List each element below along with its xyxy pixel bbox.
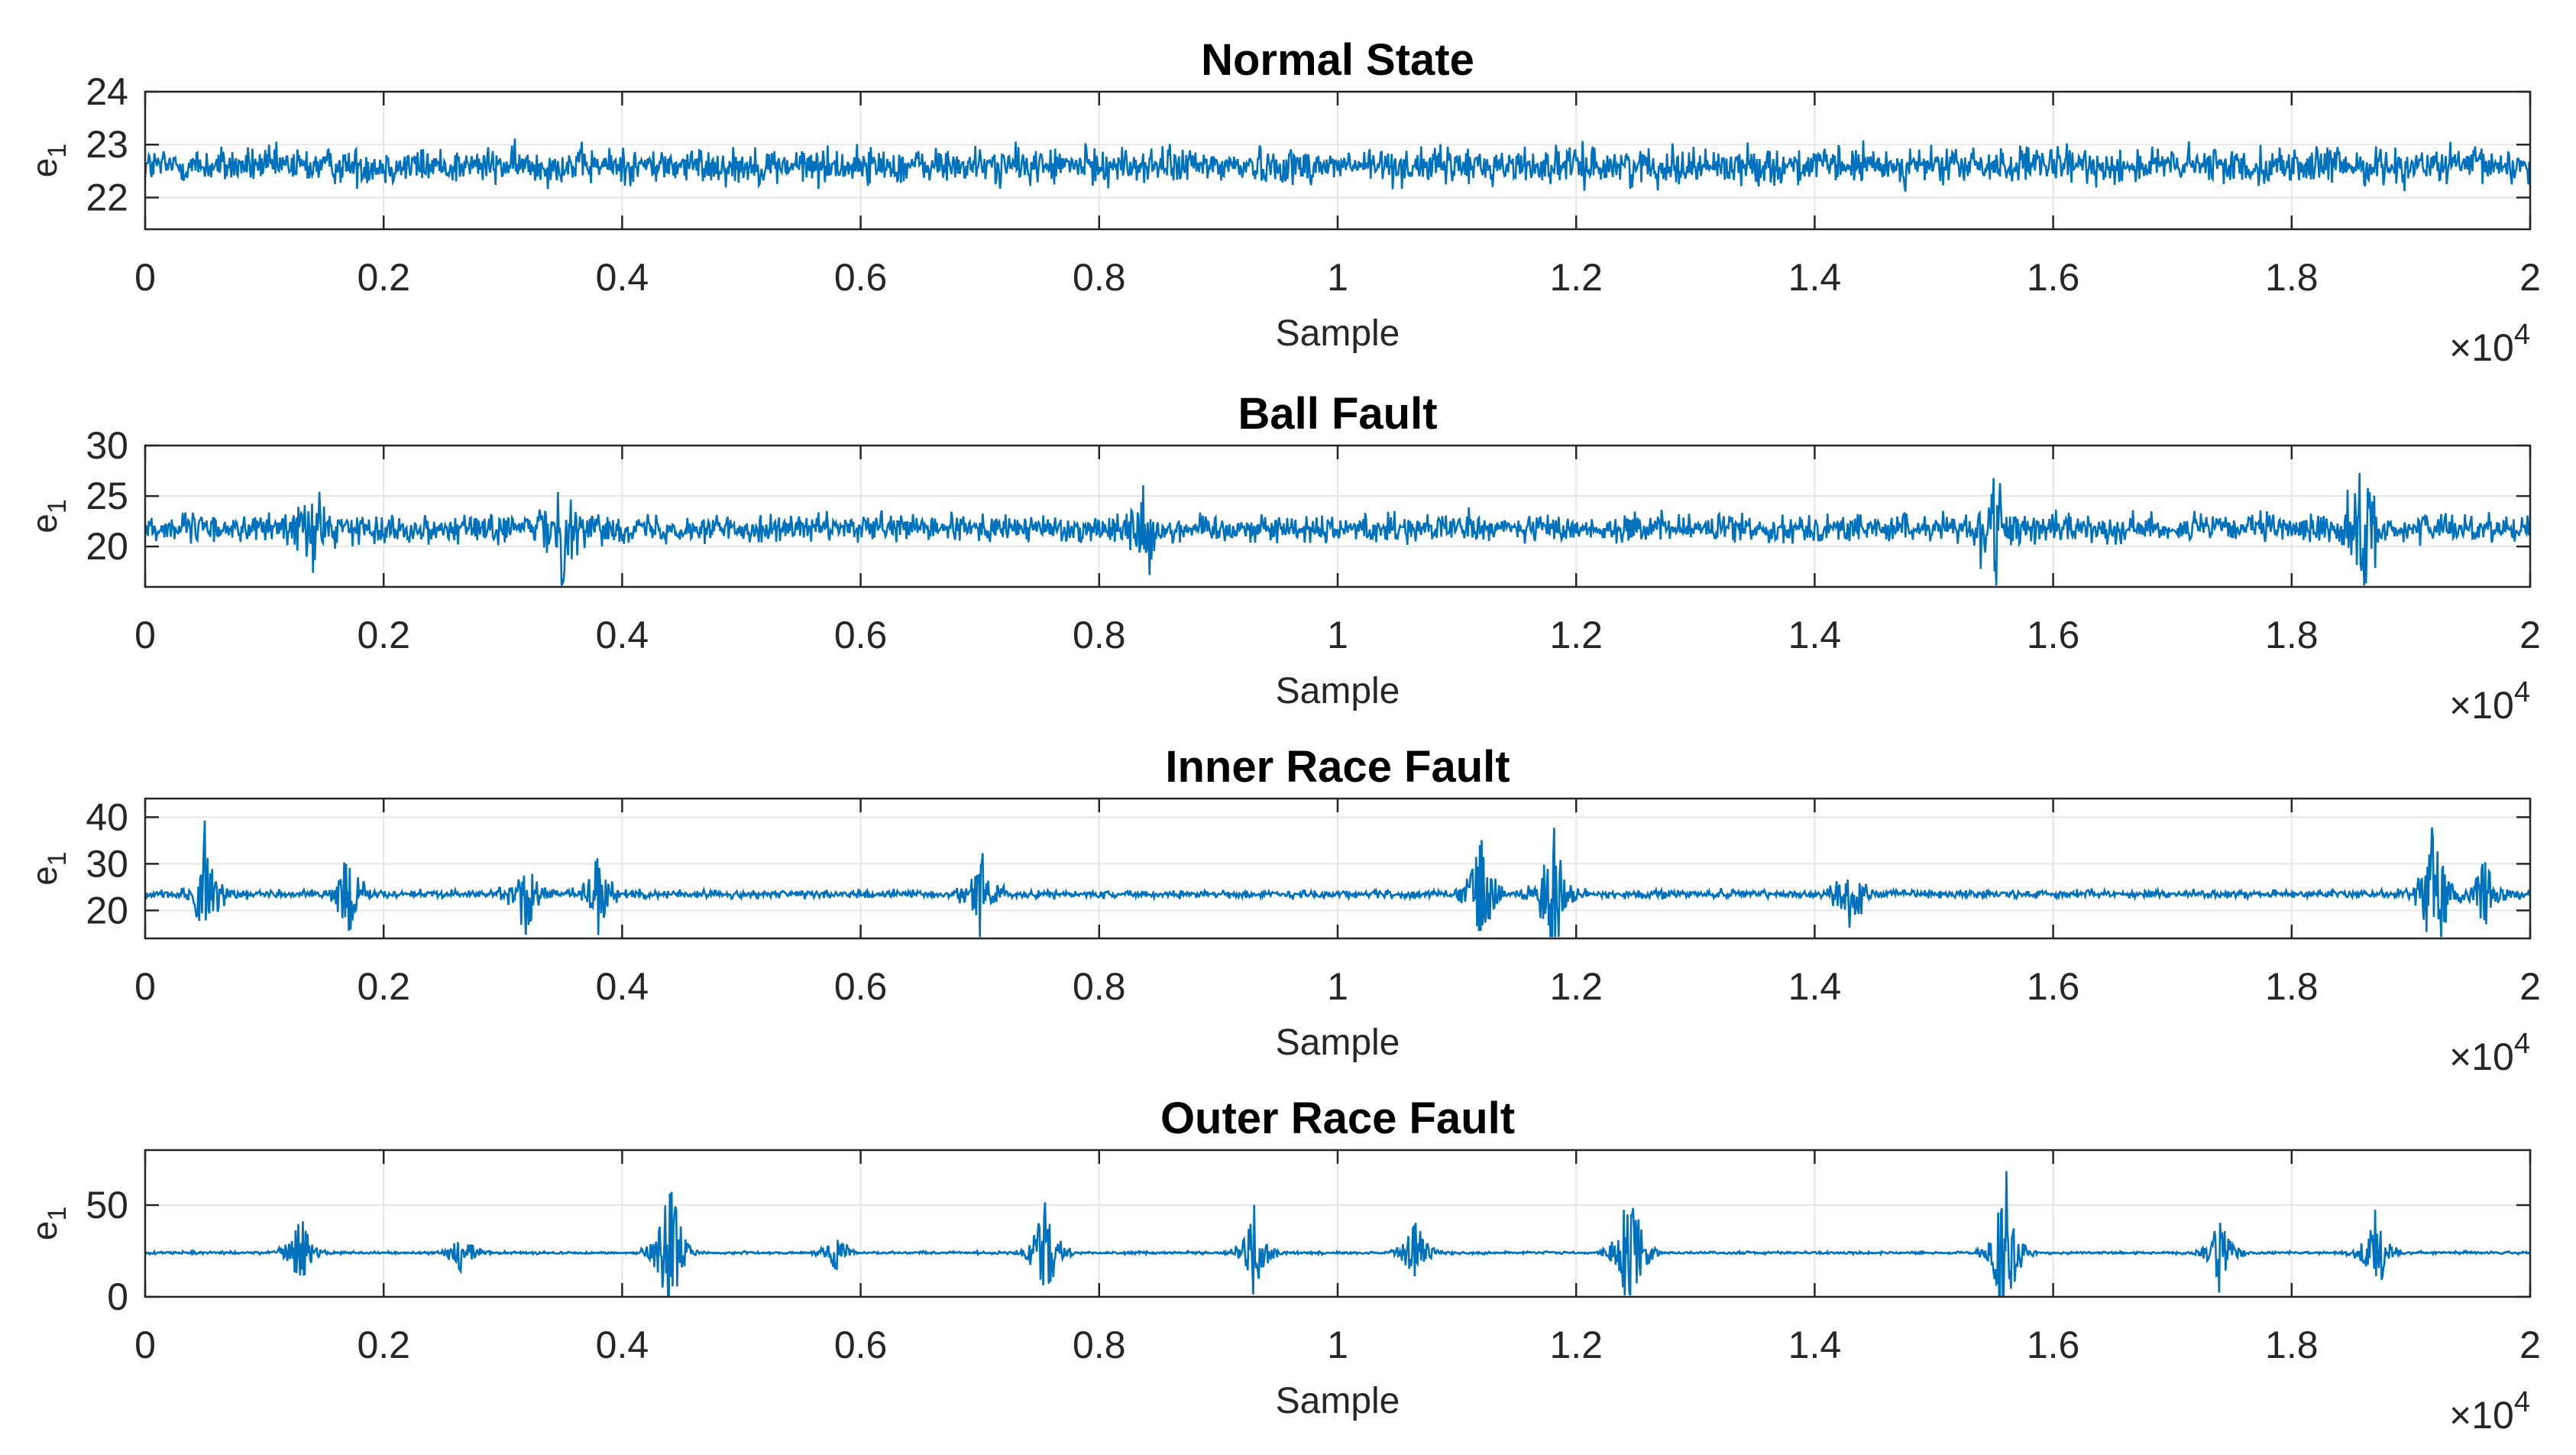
y-tick-label: 30 — [86, 842, 128, 885]
x-axis-multiplier: ×104 — [2449, 676, 2530, 727]
y-axis-label: e1 — [24, 1207, 72, 1241]
chart-title: Outer Race Fault — [1160, 1094, 1515, 1143]
x-tick-label: 0.4 — [596, 256, 649, 299]
x-tick-label: 0 — [134, 965, 156, 1008]
panel-2: 0 0.2 0.4 0.6 0.8 1 1.2 1.4 1.6 1.8 2 20 25 30 Ball Fa… — [24, 389, 2541, 727]
x-tick-label: 1.4 — [1788, 1324, 1842, 1366]
x-tick-label: 1.8 — [2265, 1324, 2319, 1366]
signal-series — [144, 472, 2532, 586]
x-tick-label: 0.8 — [1073, 256, 1126, 299]
x-axis-multiplier: ×104 — [2449, 1028, 2530, 1078]
x-tick-label: 1 — [1327, 614, 1348, 656]
y-tick-label: 24 — [86, 70, 128, 113]
signal-series — [144, 138, 2532, 193]
y-axis-label: e1 — [24, 144, 72, 178]
x-tick-label: 0.4 — [596, 1324, 649, 1366]
chart-title: Inner Race Fault — [1165, 742, 1510, 792]
x-tick-label: 1 — [1327, 1324, 1348, 1366]
x-tick-label: 0.6 — [834, 965, 888, 1008]
x-tick-label: 1.6 — [2027, 256, 2080, 299]
x-axis-label: Sample — [1276, 671, 1400, 711]
x-tick-label: 0.8 — [1073, 965, 1126, 1008]
y-tick-label: 20 — [86, 525, 128, 568]
x-tick-label: 0 — [134, 256, 156, 299]
x-tick-label: 1.8 — [2265, 965, 2319, 1008]
x-tick-label: 0.2 — [357, 256, 410, 299]
y-axis-label: e1 — [24, 851, 72, 886]
x-tick-label: 0.6 — [834, 614, 888, 656]
x-tick-label: 1.8 — [2265, 256, 2319, 299]
y-tick-label: 23 — [86, 123, 128, 166]
y-tick-label: 50 — [86, 1184, 128, 1227]
x-tick-label: 1.4 — [1788, 965, 1842, 1008]
x-tick-label: 0.2 — [357, 614, 410, 656]
x-tick-label: 0 — [134, 614, 156, 656]
x-tick-label: 2 — [2519, 1324, 2541, 1366]
x-tick-label: 1.2 — [1549, 965, 1603, 1008]
chart-title: Ball Fault — [1238, 389, 1437, 439]
x-tick-label: 1.2 — [1549, 1324, 1603, 1366]
y-tick-label: 22 — [86, 176, 128, 219]
chart-title: Normal State — [1201, 35, 1474, 85]
x-axis-multiplier: ×104 — [2449, 1386, 2530, 1437]
x-tick-label: 0.4 — [596, 965, 649, 1008]
x-tick-label: 2 — [2519, 965, 2541, 1008]
x-tick-label: 0.8 — [1073, 614, 1126, 656]
x-tick-label: 1.6 — [2027, 965, 2080, 1008]
y-tick-label: 20 — [86, 889, 128, 932]
x-tick-label: 0.6 — [834, 1324, 888, 1366]
panel-4: 0 0.2 0.4 0.6 0.8 1 1.2 1.4 1.6 1.8 2 0 50 Outer Race… — [24, 1094, 2541, 1437]
x-tick-label: 2 — [2519, 256, 2541, 299]
y-tick-label: 30 — [86, 424, 128, 467]
x-tick-label: 0.6 — [834, 256, 888, 299]
signal-series — [144, 1171, 2532, 1297]
x-tick-label: 0 — [134, 1324, 156, 1366]
x-axis-label: Sample — [1276, 313, 1400, 354]
panel-1: 0 0.2 0.4 0.6 0.8 1 1.2 1.4 1.6 1.8 2222324Normal … — [24, 35, 2541, 369]
y-tick-label: 0 — [107, 1275, 128, 1318]
y-tick-label: 25 — [86, 475, 128, 517]
x-axis-label: Sample — [1276, 1381, 1400, 1421]
x-tick-label: 1.8 — [2265, 614, 2319, 656]
x-tick-label: 0.2 — [357, 965, 410, 1008]
signal-series — [144, 820, 2532, 938]
x-tick-label: 0.8 — [1073, 1324, 1126, 1366]
y-axis-label: e1 — [24, 499, 72, 533]
x-tick-label: 1.4 — [1788, 614, 1842, 656]
x-axis-label: Sample — [1276, 1022, 1400, 1063]
x-tick-label: 1.4 — [1788, 256, 1842, 299]
x-tick-label: 1.2 — [1549, 614, 1603, 656]
y-tick-label: 40 — [86, 796, 128, 838]
x-tick-label: 2 — [2519, 614, 2541, 656]
x-tick-label: 1.6 — [2027, 614, 2080, 656]
x-tick-label: 1 — [1327, 965, 1348, 1008]
x-tick-label: 0.2 — [357, 1324, 410, 1366]
x-tick-label: 0.4 — [596, 614, 649, 656]
x-tick-label: 1.2 — [1549, 256, 1603, 299]
x-tick-label: 1.6 — [2027, 1324, 2080, 1366]
x-axis-multiplier: ×104 — [2449, 319, 2530, 369]
x-tick-label: 1 — [1327, 256, 1348, 299]
